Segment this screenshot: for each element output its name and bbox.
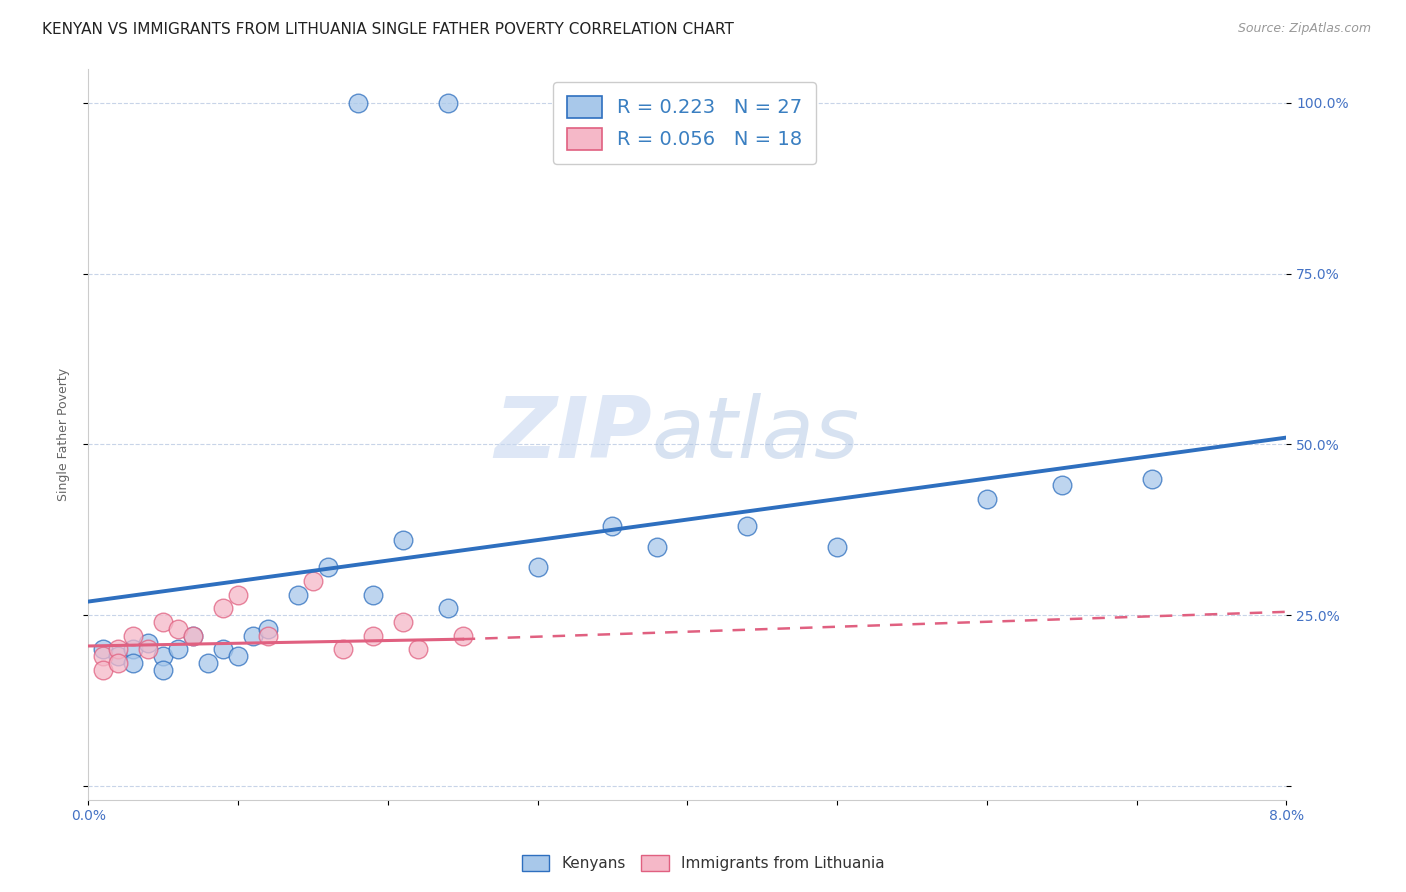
Point: [316, 560, 339, 574]
Point: [825, 540, 848, 554]
Point: [242, 629, 264, 643]
Point: [136, 635, 159, 649]
Point: [226, 588, 249, 602]
Point: [197, 656, 219, 670]
Text: Source: ZipAtlas.com: Source: ZipAtlas.com: [1237, 22, 1371, 36]
Point: [302, 574, 325, 588]
Point: [122, 629, 145, 643]
Point: [91, 642, 114, 657]
Point: [361, 588, 384, 602]
Legend: R = 0.223   N = 27, R = 0.056   N = 18: R = 0.223 N = 27, R = 0.056 N = 18: [554, 82, 817, 164]
Point: [1050, 478, 1073, 492]
Point: [167, 642, 190, 657]
Point: [406, 642, 429, 657]
Point: [332, 642, 354, 657]
Point: [107, 642, 129, 657]
Point: [152, 649, 174, 664]
Point: [181, 629, 204, 643]
Point: [91, 663, 114, 677]
Point: [361, 629, 384, 643]
Point: [287, 588, 309, 602]
Point: [257, 629, 280, 643]
Point: [107, 656, 129, 670]
Point: [436, 601, 458, 615]
Point: [436, 95, 458, 110]
Point: [136, 642, 159, 657]
Point: [212, 601, 235, 615]
Point: [122, 656, 145, 670]
Point: [347, 95, 370, 110]
Point: [181, 629, 204, 643]
Point: [107, 649, 129, 664]
Point: [451, 629, 474, 643]
Legend: Kenyans, Immigrants from Lithuania: Kenyans, Immigrants from Lithuania: [516, 849, 890, 877]
Point: [122, 642, 145, 657]
Point: [602, 519, 624, 533]
Text: atlas: atlas: [651, 392, 859, 475]
Point: [152, 663, 174, 677]
Point: [391, 533, 413, 547]
Point: [91, 649, 114, 664]
Point: [226, 649, 249, 664]
Point: [257, 622, 280, 636]
Point: [735, 519, 758, 533]
Point: [152, 615, 174, 629]
Point: [1140, 472, 1163, 486]
Point: [647, 540, 669, 554]
Point: [976, 491, 998, 506]
Point: [526, 560, 548, 574]
Text: ZIP: ZIP: [494, 392, 651, 475]
Point: [391, 615, 413, 629]
Text: KENYAN VS IMMIGRANTS FROM LITHUANIA SINGLE FATHER POVERTY CORRELATION CHART: KENYAN VS IMMIGRANTS FROM LITHUANIA SING…: [42, 22, 734, 37]
Point: [212, 642, 235, 657]
Point: [167, 622, 190, 636]
Y-axis label: Single Father Poverty: Single Father Poverty: [58, 368, 70, 500]
